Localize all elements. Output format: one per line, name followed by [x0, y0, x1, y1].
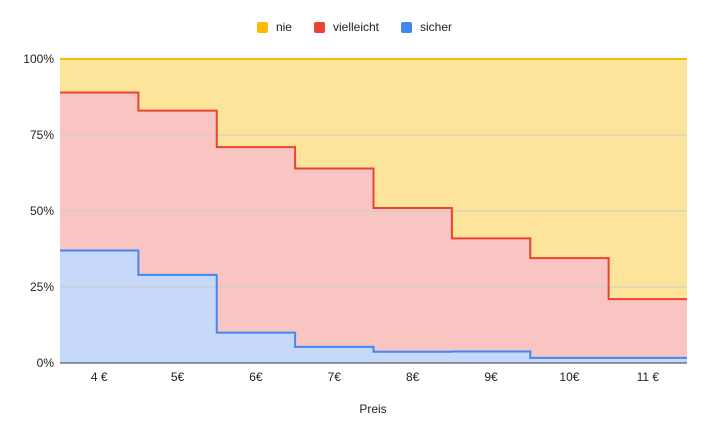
legend-swatch-sicher — [401, 21, 413, 33]
line-vielleicht — [60, 91, 687, 301]
legend-label-nie: nie — [275, 20, 292, 34]
legend-item-nie[interactable]: nie — [256, 20, 292, 34]
chart-legend: nie vielleicht sicher — [0, 20, 709, 34]
legend-label-vielleicht: vielleicht — [332, 20, 380, 34]
line-sicher — [60, 249, 687, 359]
legend-label-sicher: sicher — [420, 20, 453, 34]
x-axis-ticks: 4 € 5€ 6€ 7€ 8€ 9€ 10€ 11 € — [91, 370, 660, 384]
x-tick-label: 7€ — [328, 370, 342, 384]
x-tick-label: 8€ — [406, 370, 420, 384]
x-axis-title: Preis — [359, 402, 386, 416]
legend-swatch-nie — [256, 21, 268, 33]
x-tick-label: 5€ — [171, 370, 185, 384]
legend-swatch-vielleicht — [313, 21, 325, 33]
x-tick-label: 6€ — [249, 370, 263, 384]
x-tick-label: 10€ — [559, 370, 579, 384]
legend-item-vielleicht[interactable]: vielleicht — [313, 20, 380, 34]
y-tick-label: 75% — [30, 128, 54, 142]
x-tick-label: 11 € — [637, 370, 660, 384]
y-tick-label: 25% — [30, 280, 54, 294]
series-lines — [60, 58, 687, 359]
y-axis-ticks: 0% 25% 50% 75% 100% — [23, 52, 54, 370]
x-tick-label: 4 € — [91, 370, 108, 384]
x-tick-label: 9€ — [484, 370, 498, 384]
legend-item-sicher[interactable]: sicher — [401, 20, 452, 34]
y-tick-label: 50% — [30, 204, 54, 218]
y-tick-label: 100% — [23, 52, 54, 66]
y-tick-label: 0% — [37, 356, 55, 370]
